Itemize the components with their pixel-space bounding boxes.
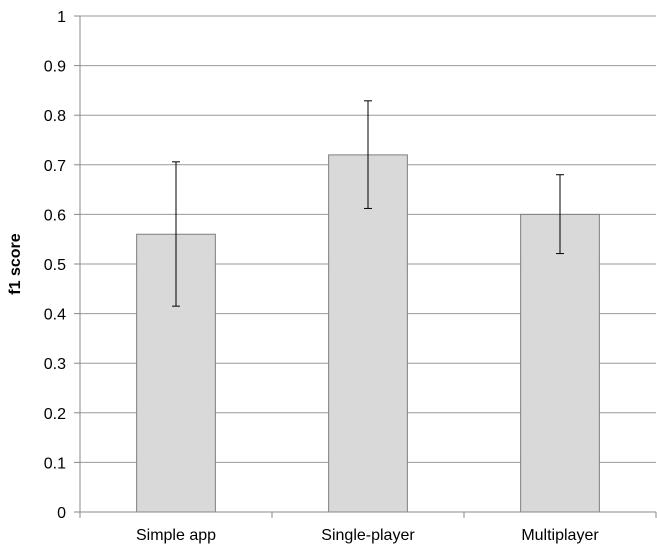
y-tick-label: 0.9 (44, 59, 66, 76)
x-tick-labels: Simple app Single-player Multiplayer (136, 527, 599, 544)
y-axis-title: f1 score (7, 233, 24, 294)
y-tick-label: 0.5 (44, 257, 66, 274)
y-tick-label: 0 (57, 505, 66, 522)
y-tick-label: 0.3 (44, 356, 66, 373)
y-tick-labels: 0 0.1 0.2 0.3 0.4 0.5 0.6 0.7 0.8 0.9 1 (44, 9, 66, 522)
y-tick-label: 0.8 (44, 108, 66, 125)
y-tick-label: 0.7 (44, 158, 66, 175)
y-tick-label: 0.2 (44, 406, 66, 423)
x-tick-label: Simple app (136, 527, 216, 544)
bar-single-player (328, 154, 408, 513)
bar-multiplayer (520, 213, 600, 513)
error-bar-layer (172, 100, 564, 307)
y-tick-label: 1 (57, 9, 66, 26)
x-tick-label: Single-player (321, 527, 415, 544)
x-tick-label: Multiplayer (521, 527, 599, 544)
y-tick-label: 0.6 (44, 207, 66, 224)
y-tick-label: 0.4 (44, 307, 66, 324)
axis-layer (74, 15, 657, 518)
y-tick-label: 0.1 (44, 455, 66, 472)
